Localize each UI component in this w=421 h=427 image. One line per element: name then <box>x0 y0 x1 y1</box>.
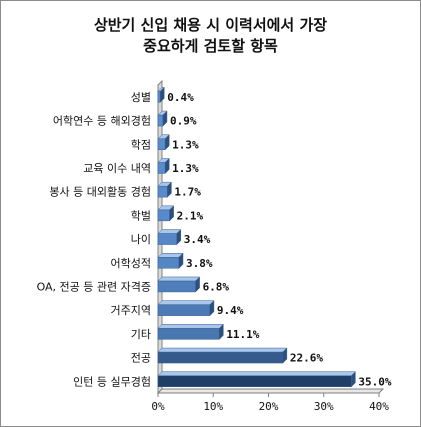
bar-top-face <box>157 300 215 305</box>
bar-end-face <box>195 276 200 293</box>
axis-floor <box>156 388 385 394</box>
data-label: 3.4% <box>184 233 211 246</box>
category-label: 봉사 등 대외활동 경험 <box>49 185 151 199</box>
bar-end-face <box>162 110 168 127</box>
category-label: 인턴 등 실무경험 <box>73 375 151 388</box>
bar-end-face <box>351 371 356 388</box>
category-label: 어학성적 <box>111 257 151 270</box>
x-tick-label: 0% <box>151 400 165 413</box>
bar-end-face <box>282 347 288 364</box>
bar <box>157 351 284 364</box>
category-label: 거주지역 <box>111 304 151 317</box>
bar-end-face <box>219 323 224 340</box>
category-label: 전공 <box>131 352 151 365</box>
data-label: 22.6% <box>290 352 323 365</box>
bar <box>157 375 352 387</box>
bar-top-face <box>157 324 224 329</box>
data-label: 1.3% <box>172 162 199 175</box>
bar-end-face <box>164 134 170 151</box>
x-tick-label: 30% <box>314 400 334 413</box>
bar <box>157 257 180 269</box>
category-label: 기타 <box>131 328 151 341</box>
data-label: 6.8% <box>203 280 230 293</box>
bar-end-face <box>209 300 215 317</box>
bar-end-face <box>178 252 184 269</box>
bar <box>157 328 220 340</box>
data-label: 0.4% <box>167 91 194 104</box>
bar <box>157 185 168 198</box>
bar <box>157 280 196 293</box>
bar <box>157 304 211 316</box>
data-label: 1.7% <box>174 186 201 199</box>
category-label: OA, 전공 등 관련 자격증 <box>37 280 151 293</box>
data-label: 11.1% <box>226 328 259 341</box>
x-tick-label: 10% <box>203 400 223 413</box>
bar-end-face <box>159 86 165 103</box>
x-tick-label: 40% <box>369 400 389 413</box>
category-label: 학벌 <box>131 209 151 222</box>
bar-top-face <box>157 347 288 353</box>
category-label: 교육 이수 내역 <box>83 162 151 175</box>
bar <box>157 91 161 103</box>
bar-end-face <box>176 228 182 246</box>
category-label: 성별 <box>131 91 151 104</box>
category-label: 학점 <box>131 138 151 151</box>
chart-title: 상반기 신입 채용 시 이력서에서 가장 중요하게 검토할 항목 <box>93 16 328 55</box>
category-label: 어학연수 등 해외경험 <box>53 114 151 128</box>
bar <box>157 162 166 174</box>
data-label: 3.8% <box>186 257 213 270</box>
bar-top-face <box>157 371 356 376</box>
bar <box>157 209 170 222</box>
bar <box>157 114 164 127</box>
data-label: 2.1% <box>177 209 204 222</box>
bar-top-face <box>157 276 201 282</box>
bar-end-face <box>167 181 172 198</box>
bar <box>157 138 166 150</box>
x-tick-label: 20% <box>259 400 279 413</box>
bar-end-face <box>169 205 174 222</box>
data-label: 0.9% <box>170 115 197 128</box>
bar <box>157 233 178 245</box>
category-label: 나이 <box>131 233 151 246</box>
bar-end-face <box>164 157 170 175</box>
data-label: 1.3% <box>172 138 199 151</box>
data-label: 9.4% <box>217 304 244 317</box>
data-label: 35.0% <box>358 375 391 388</box>
